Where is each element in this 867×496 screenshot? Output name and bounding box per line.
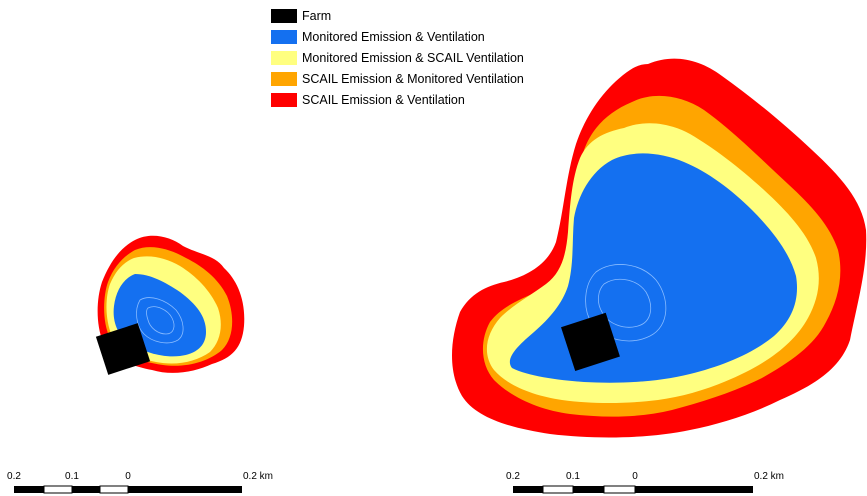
legend-label-scail-emission-monitored-ventilation: SCAIL Emission & Monitored Ventilation xyxy=(302,71,524,86)
left-plume-map xyxy=(95,235,245,375)
legend-label-monitored-emission-ventilation: Monitored Emission & Ventilation xyxy=(302,30,485,45)
right-scale-segment xyxy=(513,486,543,493)
right-contour-line-inner xyxy=(598,278,652,328)
legend-label-scail-emission-ventilation: SCAIL Emission & Ventilation xyxy=(302,92,465,107)
left-scale-segment xyxy=(128,486,242,493)
legend-item-scail-emission-ventilation: SCAIL Emission & Ventilation xyxy=(271,89,524,110)
right-scale-label-2: 0 xyxy=(632,471,638,482)
right-scale-bar: 0.2 0.1 0 0.2 km xyxy=(506,471,784,494)
left-scale-label-1: 0.1 xyxy=(65,471,79,482)
right-scale-label-3: 0.2 km xyxy=(754,471,784,482)
left-scale-label-0: 0.2 xyxy=(7,471,21,482)
right-scale-label-1: 0.1 xyxy=(566,471,580,482)
legend-item-farm: Farm xyxy=(271,6,524,27)
left-scale-segment xyxy=(43,485,73,494)
right-farm-square xyxy=(561,312,620,371)
left-farm-square xyxy=(95,323,151,375)
legend-swatch-scail-emission-ventilation xyxy=(271,92,297,107)
legend-swatch-farm xyxy=(271,9,297,24)
legend-swatch-scail-emission-monitored-ventilation xyxy=(271,71,297,86)
right-scale-segment xyxy=(635,486,753,493)
legend-swatch-monitored-emission-ventilation xyxy=(271,30,297,45)
right-contour-line xyxy=(585,264,667,342)
left-contour-line xyxy=(136,297,184,344)
right-scale-label-0: 0.2 xyxy=(506,471,520,482)
right-scale-segment xyxy=(603,485,636,494)
left-scale-bar: 0.2 0.1 0 0.2 km xyxy=(7,471,273,494)
right-scale-segment xyxy=(542,485,574,494)
left-scale-segment xyxy=(99,485,129,494)
legend-label-monitored-emission-scail-ventilation: Monitored Emission & SCAIL Ventilation xyxy=(302,50,524,65)
left-scale-label-2: 0 xyxy=(125,471,131,482)
legend-item-scail-emission-monitored-ventilation: SCAIL Emission & Monitored Ventilation xyxy=(271,68,524,89)
legend-swatch-monitored-emission-scail-ventilation xyxy=(271,50,297,65)
left-contour-line-inner xyxy=(146,306,175,335)
right-plume-map xyxy=(452,58,867,438)
left-scale-segment xyxy=(14,486,44,493)
left-scale-segment xyxy=(72,486,100,493)
left-scale-label-3: 0.2 km xyxy=(243,471,273,482)
legend: Farm Monitored Emission & Ventilation Mo… xyxy=(271,6,524,110)
legend-item-monitored-emission-ventilation: Monitored Emission & Ventilation xyxy=(271,27,524,48)
right-scale-segment xyxy=(573,486,604,493)
legend-label-farm: Farm xyxy=(302,9,332,24)
legend-item-monitored-emission-scail-ventilation: Monitored Emission & SCAIL Ventilation xyxy=(271,48,524,69)
